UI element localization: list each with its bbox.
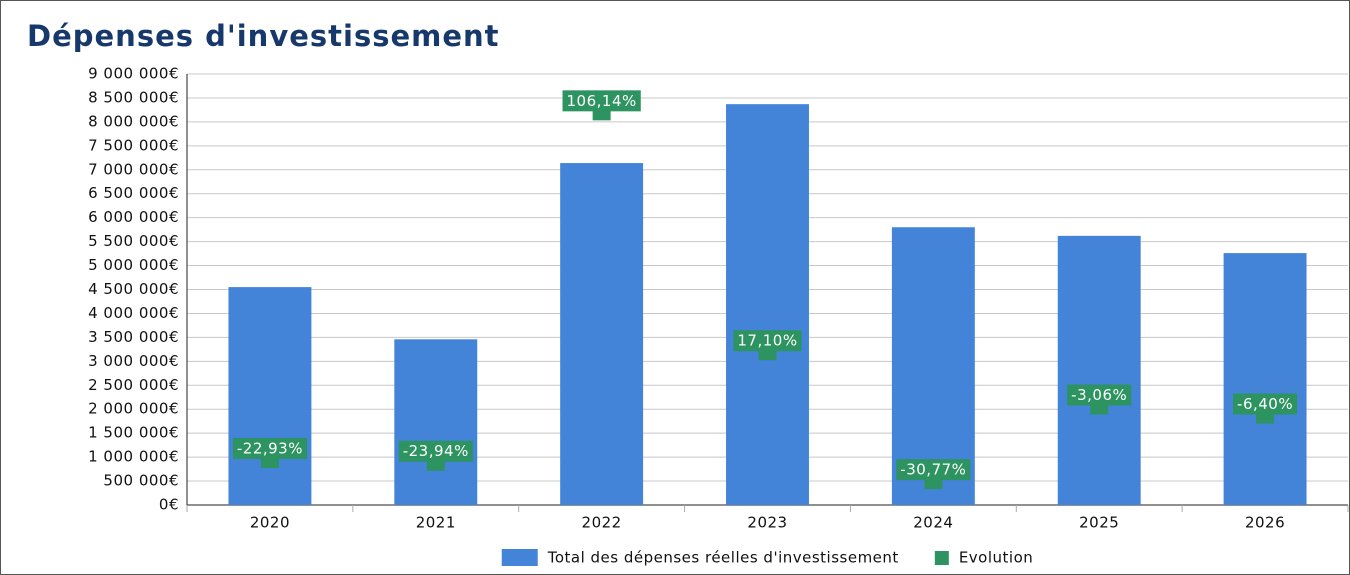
value-label-box xyxy=(896,459,971,481)
value-label: -6,40% xyxy=(1233,393,1298,415)
value-label: -30,77% xyxy=(896,459,971,481)
y-tick-label: 2 500 000€ xyxy=(88,376,179,394)
value-label-box xyxy=(562,90,641,112)
y-tick-label: 7 500 000€ xyxy=(88,136,179,154)
y-tick-label: 1 500 000€ xyxy=(88,424,179,442)
legend-label: Total des dépenses réelles d'investissem… xyxy=(547,549,899,567)
bar xyxy=(560,163,644,505)
bar xyxy=(726,104,809,506)
y-tick-label: 4 000 000€ xyxy=(88,304,179,322)
x-tick-label: 2025 xyxy=(1079,514,1119,532)
y-tick-label: 5 000 000€ xyxy=(88,256,179,274)
y-tick-label: 500 000€ xyxy=(103,472,179,490)
value-label: -3,06% xyxy=(1067,384,1132,406)
y-tick-label: 8 000 000€ xyxy=(88,112,179,130)
legend-label: Evolution xyxy=(959,549,1033,567)
x-tick-label: 2026 xyxy=(1245,514,1285,532)
value-label-box xyxy=(232,438,307,460)
legend-item: Total des dépenses réelles d'investissem… xyxy=(501,549,899,567)
y-tick-label: 4 500 000€ xyxy=(88,280,179,298)
y-tick-label: 6 000 000€ xyxy=(88,208,179,226)
bar xyxy=(891,227,975,505)
y-tick-label: 7 000 000€ xyxy=(88,160,179,178)
value-label: 17,10% xyxy=(733,330,802,352)
x-tick-label: 2022 xyxy=(582,514,622,532)
bar xyxy=(1223,253,1307,505)
value-label-text: -23,94% xyxy=(403,442,469,460)
value-label: -22,93% xyxy=(232,438,307,460)
bar xyxy=(1057,235,1141,505)
legend-swatch xyxy=(501,549,538,566)
bar xyxy=(228,287,312,505)
y-tick-label: 8 500 000€ xyxy=(88,88,179,106)
value-label-box xyxy=(1067,384,1132,406)
value-label: -23,94% xyxy=(398,440,473,462)
value-label-text: -3,06% xyxy=(1071,386,1127,404)
y-tick-label: 1 000 000€ xyxy=(88,448,179,466)
x-tick-label: 2020 xyxy=(250,514,290,532)
legend-item: Evolution xyxy=(934,549,1033,567)
value-label-box xyxy=(733,330,802,352)
y-tick-label: 3 500 000€ xyxy=(88,328,179,346)
y-tick-label: 0€ xyxy=(159,496,179,514)
x-tick-label: 2021 xyxy=(416,514,456,532)
x-tick-label: 2024 xyxy=(913,514,953,532)
x-tick-label: 2023 xyxy=(747,514,787,532)
value-label-text: -6,40% xyxy=(1237,395,1293,413)
value-label-text: 106,14% xyxy=(567,92,637,110)
value-label: 106,14% xyxy=(562,90,641,112)
bar xyxy=(394,339,478,505)
y-tick-label: 3 000 000€ xyxy=(88,352,179,370)
chart-title: Dépenses d'investissement xyxy=(27,19,500,53)
value-label-box xyxy=(1233,393,1298,415)
y-tick-label: 2 000 000€ xyxy=(88,400,179,418)
legend-swatch xyxy=(934,551,949,565)
value-label-text: -22,93% xyxy=(237,440,303,458)
value-label-text: -30,77% xyxy=(900,461,966,479)
y-tick-label: 5 500 000€ xyxy=(88,232,179,250)
y-tick-label: 9 000 000€ xyxy=(88,65,179,83)
value-label-box xyxy=(398,440,473,462)
y-tick-label: 6 500 000€ xyxy=(88,184,179,202)
value-label-text: 17,10% xyxy=(737,332,797,350)
